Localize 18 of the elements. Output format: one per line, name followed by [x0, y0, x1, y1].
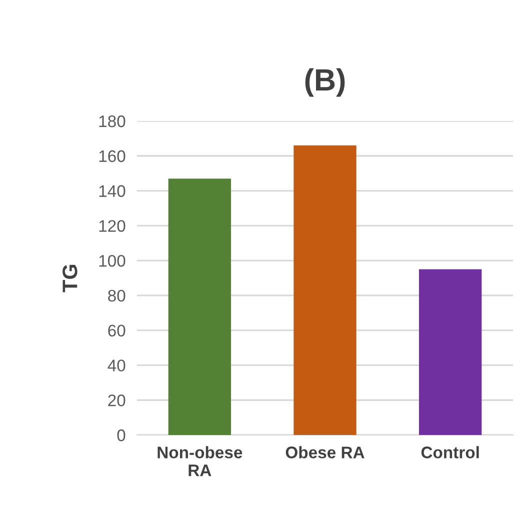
x-tick-label: Control — [421, 446, 479, 458]
y-tick-label: 100 — [99, 254, 126, 267]
x-tick-label: Obese RA — [286, 446, 364, 458]
y-tick-label: 80 — [108, 290, 126, 302]
bar — [294, 145, 356, 435]
y-axis-title: TG — [62, 264, 78, 292]
y-tick-label: 180 — [99, 115, 126, 128]
y-tick-label: 120 — [99, 220, 126, 232]
y-tick-label: 140 — [99, 185, 126, 197]
y-tick-label: 160 — [99, 150, 126, 162]
y-tick-label: 20 — [108, 394, 126, 406]
chart-title: (B) — [305, 68, 345, 97]
bar — [168, 178, 231, 435]
y-tick-label: 0 — [117, 429, 126, 442]
x-tick-label: Non-obese RA — [158, 446, 242, 476]
bar — [419, 269, 482, 435]
y-tick-label: 40 — [108, 360, 126, 372]
y-tick-label: 60 — [108, 324, 126, 337]
